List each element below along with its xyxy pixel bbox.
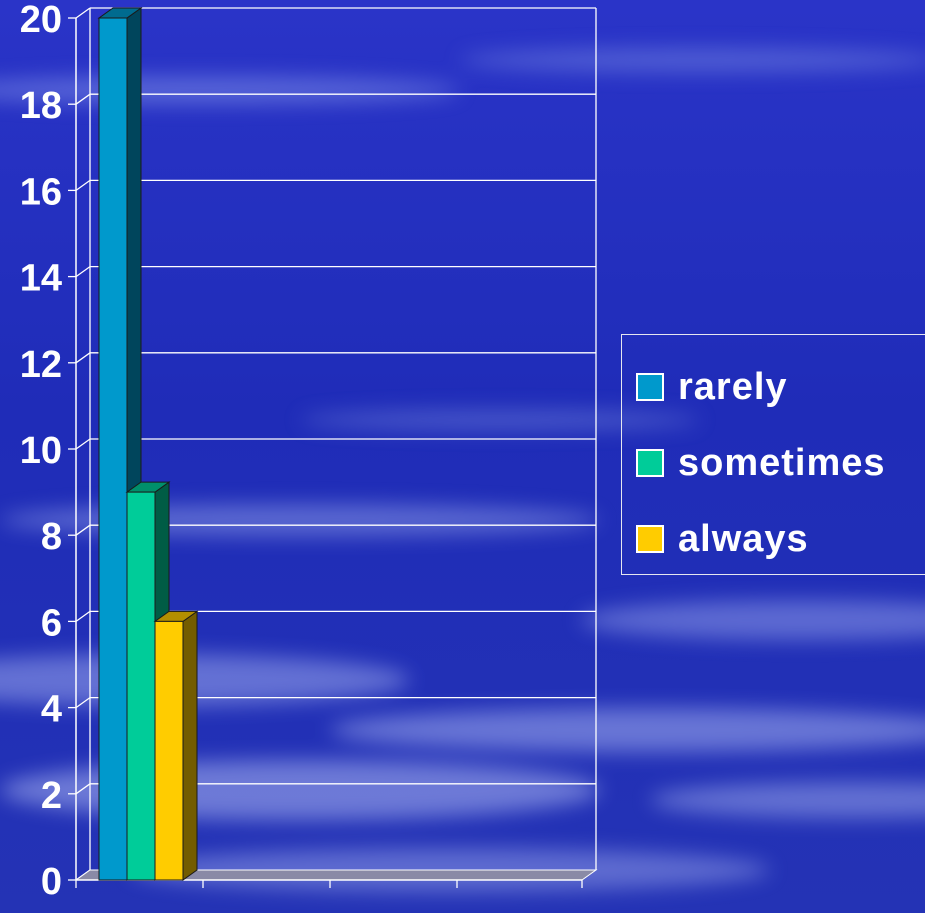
gridline-connector [75,7,91,19]
gridline-connector [75,783,91,795]
legend-swatch-sometimes [636,449,664,477]
bar-front-sometimes [126,491,156,881]
legend-label-always: always [678,517,809,560]
y-tick-label: 2 [41,775,62,817]
gridline-connector [75,93,91,105]
legend-item-sometimes: sometimes [636,438,886,488]
y-tick-label: 16 [20,171,62,213]
gridline-connector [75,179,91,191]
legend-swatch-always [636,525,664,553]
bar-side-always [182,610,198,881]
legend-item-always: always [636,514,809,564]
gridline-connector [75,610,91,622]
bar-front-rarely [98,17,128,881]
legend-swatch-rarely [636,373,664,401]
y-tick-label: 8 [41,516,62,558]
bar-always [153,610,199,881]
gridline-connector [75,352,91,364]
gridline-connector [75,438,91,450]
y-tick-label: 0 [41,861,62,903]
gridline-connector [75,524,91,536]
y-tick-label: 12 [20,344,62,386]
y-axis-tick-labels: 0 2 4 6 8 10 12 14 16 18 20 [20,0,62,903]
y-tick-label: 14 [20,258,62,300]
gridline-connector [75,697,91,709]
legend-label-sometimes: sometimes [678,441,886,484]
bars [97,7,199,881]
gridline-connector [75,266,91,278]
bar-front-always [154,620,184,881]
y-tick-label: 4 [41,689,62,731]
y-tick-label: 20 [20,0,62,41]
y-tick-label: 10 [20,430,62,472]
y-tick-label: 18 [20,85,62,127]
axes [68,8,598,888]
y-tick-label: 6 [41,602,62,644]
legend-label-rarely: rarely [678,365,788,408]
legend: rarely sometimes always [621,334,925,575]
legend-item-rarely: rarely [636,362,788,412]
